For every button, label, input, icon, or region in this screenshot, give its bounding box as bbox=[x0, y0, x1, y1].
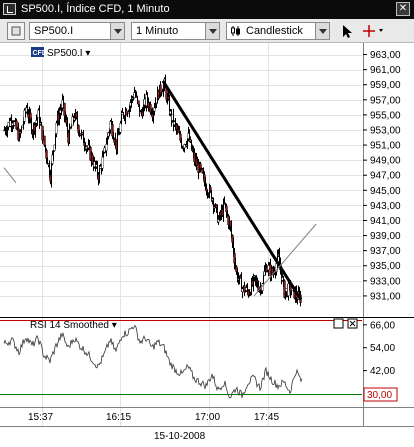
candle-body bbox=[29, 112, 32, 120]
price-tick-label: 961,00 bbox=[370, 65, 401, 76]
cursor-arrow-icon bbox=[343, 25, 352, 38]
rsi-tick-label: 66,00 bbox=[370, 320, 395, 331]
chart-type-select-value: Candlestick bbox=[246, 25, 303, 37]
window-title: SP500.I, Índice CFD, 1 Minuto bbox=[21, 3, 170, 15]
chevron-down-icon[interactable] bbox=[315, 23, 329, 39]
price-tick-label: 955,00 bbox=[370, 110, 401, 121]
close-icon bbox=[349, 320, 356, 327]
price-tick-label: 945,00 bbox=[370, 186, 401, 197]
price-tick-label: 933,00 bbox=[370, 276, 401, 287]
candle-body bbox=[137, 100, 140, 105]
link-icon bbox=[11, 26, 21, 36]
cfd-tag-icon bbox=[31, 47, 44, 57]
pointer-tool-button[interactable] bbox=[338, 22, 356, 40]
time-tick-label: 15:37 bbox=[28, 412, 53, 423]
candle-body bbox=[15, 120, 18, 130]
candle-body bbox=[155, 102, 158, 105]
rsi-tick-label: 54,00 bbox=[370, 343, 395, 354]
title-bar: SP500.I, Índice CFD, 1 Minuto ✕ bbox=[0, 0, 414, 19]
price-tick-label: 949,00 bbox=[370, 156, 401, 167]
maximize-pane-button[interactable] bbox=[333, 318, 344, 329]
chart-type-select[interactable]: Candlestick bbox=[226, 22, 330, 40]
rsi-legend: RSI 14 Smoothed ▾ bbox=[30, 320, 117, 331]
rsi-value-badge bbox=[363, 387, 398, 402]
candle-body bbox=[63, 103, 66, 116]
candle-body bbox=[153, 107, 156, 112]
instrument-legend: SP500.I ▾ bbox=[47, 48, 90, 59]
crosshair-icon bbox=[363, 25, 383, 37]
candle-body bbox=[149, 104, 152, 113]
price-tick-label: 931,00 bbox=[370, 291, 401, 302]
candle-body bbox=[55, 122, 58, 134]
candle-body bbox=[159, 84, 162, 94]
price-tick-label: 935,00 bbox=[370, 261, 401, 272]
price-tick-label: 951,00 bbox=[370, 141, 401, 152]
price-tick-label: 943,00 bbox=[370, 201, 401, 212]
candle-body bbox=[179, 133, 182, 141]
candle-body bbox=[267, 265, 270, 271]
rsi-line bbox=[3, 324, 303, 399]
chart-app-icon bbox=[3, 3, 16, 15]
candle-body bbox=[69, 127, 72, 130]
candle-body bbox=[111, 124, 114, 137]
candle-body bbox=[119, 123, 122, 133]
chart-toolbar: SP500.I 1 Minuto Candlestick bbox=[0, 19, 414, 43]
candle-body bbox=[209, 187, 212, 192]
price-tick-label: 937,00 bbox=[370, 246, 401, 257]
chevron-down-icon[interactable] bbox=[205, 23, 219, 39]
rsi-value-badge-label: 30,00 bbox=[367, 390, 392, 401]
cfd-tag-label: CFD bbox=[33, 50, 47, 57]
chevron-down-icon[interactable] bbox=[110, 23, 124, 39]
time-tick-label: 16:15 bbox=[106, 412, 131, 423]
symbol-select[interactable]: SP500.I bbox=[29, 22, 125, 40]
crosshair-tool-button[interactable] bbox=[360, 22, 386, 40]
trendline-stub bbox=[3, 167, 17, 184]
trendline-thin bbox=[253, 223, 317, 297]
trendline-thick bbox=[161, 80, 303, 301]
date-label: 15-10-2008 bbox=[154, 431, 206, 442]
price-tick-label: 941,00 bbox=[370, 216, 401, 227]
interval-select-value: 1 Minuto bbox=[136, 25, 179, 37]
candle-body bbox=[105, 144, 108, 151]
close-button[interactable]: ✕ bbox=[396, 2, 410, 16]
candlestick-icon bbox=[231, 26, 240, 36]
interval-select[interactable]: 1 Minuto bbox=[131, 22, 220, 40]
price-tick-label: 957,00 bbox=[370, 95, 401, 106]
candle-body bbox=[225, 205, 228, 213]
rsi-tick-label: 42,00 bbox=[370, 366, 395, 377]
price-tick-label: 953,00 bbox=[370, 125, 401, 136]
price-tick-label: 959,00 bbox=[370, 80, 401, 91]
candle-body bbox=[101, 156, 104, 169]
candle-body bbox=[199, 163, 202, 169]
link-button[interactable] bbox=[7, 22, 25, 40]
time-tick-label: 17:00 bbox=[195, 412, 220, 423]
candle-body bbox=[43, 135, 46, 146]
candle-body bbox=[45, 150, 48, 159]
price-tick-label: 963,00 bbox=[370, 50, 401, 61]
symbol-select-value: SP500.I bbox=[34, 25, 74, 37]
price-tick-label: 939,00 bbox=[370, 231, 401, 242]
chart-area[interactable]: 963,00 961,00 959,00 957,00 955,00 953,00 951,… bbox=[0, 43, 414, 447]
candle-body bbox=[77, 125, 80, 133]
price-tick-label: 947,00 bbox=[370, 171, 401, 182]
price-chart-canvas[interactable]: 963,00 961,00 959,00 957,00 955,00 953,00 951,… bbox=[0, 43, 414, 447]
time-tick-label: 17:45 bbox=[254, 412, 279, 423]
